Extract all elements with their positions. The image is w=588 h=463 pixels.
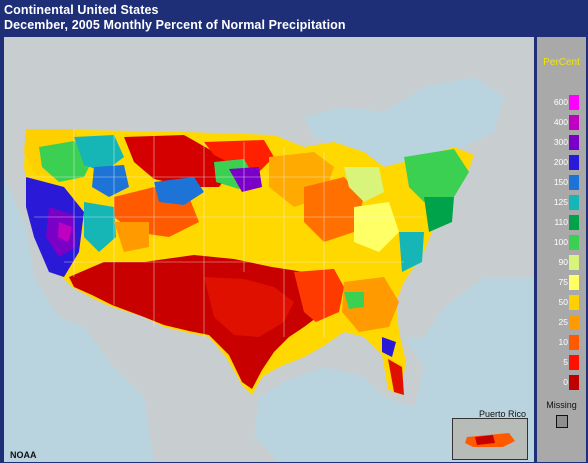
map-subtitle: December, 2005 Monthly Percent of Normal… <box>4 18 346 32</box>
noaa-logo-text: NOAA <box>10 450 37 460</box>
legend-swatch <box>569 235 579 250</box>
legend-label: 150 <box>553 177 568 187</box>
ohio-valley <box>354 202 399 252</box>
mid-atlantic-wet <box>424 197 454 232</box>
legend-label: 600 <box>553 97 568 107</box>
legend-panel: PerCent 600 400 300 200 150 125 110 100 90 75 50 25… <box>537 37 586 462</box>
legend-label: 200 <box>553 157 568 167</box>
legend-label: 75 <box>558 277 568 287</box>
legend-swatch <box>569 175 579 190</box>
puerto-rico-inset <box>452 418 528 460</box>
iowa-illinois <box>304 177 364 242</box>
legend-swatch <box>569 375 579 390</box>
atlantic-gulf-water <box>254 277 534 462</box>
legend-label: 50 <box>558 297 568 307</box>
missing-swatch <box>556 415 568 428</box>
legend-scale: 600 400 300 200 150 125 110 100 90 75 50 25 10 5 0 <box>537 89 586 390</box>
legend-label: 300 <box>553 137 568 147</box>
legend-title: PerCent <box>543 57 580 68</box>
idaho-very-wet <box>92 165 129 197</box>
state-boundaries <box>26 129 424 337</box>
nevada-wet <box>84 202 116 252</box>
map-svg <box>4 37 534 462</box>
legend-swatch <box>569 275 579 290</box>
legend-label: 125 <box>553 197 568 207</box>
legend-label: 90 <box>558 257 568 267</box>
legend-swatch <box>569 215 579 230</box>
montana-dry-region <box>124 135 234 187</box>
precipitation-map: NOAA Puerto Rico <box>4 37 534 462</box>
dakota-very-wet <box>229 167 262 192</box>
oklahoma-arkansas <box>294 269 344 322</box>
legend-swatch <box>569 255 579 270</box>
legend-label: 10 <box>558 337 568 347</box>
puerto-rico-svg <box>465 433 515 447</box>
south-florida-dry <box>388 359 404 395</box>
idaho-wet <box>74 135 124 172</box>
southeast-dry <box>342 277 399 332</box>
legend-swatch <box>569 195 579 210</box>
legend-swatch <box>569 295 579 310</box>
legend-label: 100 <box>553 237 568 247</box>
michigan-region <box>344 167 384 202</box>
utah-region <box>114 222 149 252</box>
legend-swatch <box>569 95 579 110</box>
texas-dry-core <box>204 277 294 337</box>
new-england-wet <box>404 149 469 202</box>
wyoming-wet <box>154 177 204 205</box>
legend-label: 110 <box>554 217 568 227</box>
title-bar: Continental United States December, 2005… <box>0 0 588 36</box>
legend-swatch <box>569 315 579 330</box>
legend-swatch <box>569 135 579 150</box>
virginia-wet <box>399 232 424 272</box>
map-title: Continental United States <box>4 3 159 17</box>
legend-label: 0 <box>563 377 568 387</box>
legend-swatch <box>569 355 579 370</box>
florida-wet-spot <box>382 337 396 357</box>
legend-label: 5 <box>563 357 568 367</box>
legend-swatch <box>569 155 579 170</box>
sierra-peak-wet <box>58 222 72 242</box>
legend-label: 400 <box>553 117 568 127</box>
legend-swatch <box>569 335 579 350</box>
pacific-ocean <box>4 177 154 462</box>
puerto-rico-dry-core <box>475 435 495 445</box>
dakotas-dry-region <box>204 140 274 172</box>
missing-label: Missing <box>546 400 577 410</box>
puerto-rico-label: Puerto Rico <box>478 409 526 419</box>
legend-label: 25 <box>558 317 568 327</box>
alabama-wet-patch <box>344 292 364 309</box>
legend-swatch <box>569 115 579 130</box>
